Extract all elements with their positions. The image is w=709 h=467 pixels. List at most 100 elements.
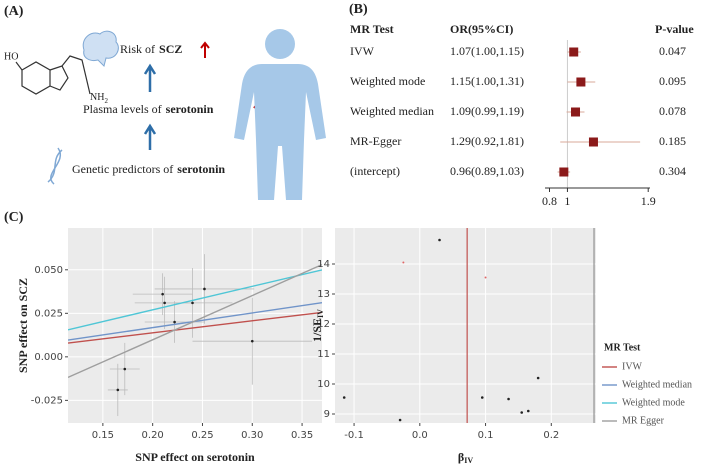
or-label: 1.09(0.99,1.19) [450,104,524,118]
x-axis-title: βIV [458,450,473,465]
row-text: Risk of [120,42,155,56]
legend-title: MR Test [604,342,641,353]
p-value: 0.185 [659,134,686,148]
mr-line [68,263,322,379]
x-tick-label: 1 [564,194,570,208]
y-tick-label: 12 [317,319,330,330]
mr-line [68,269,322,331]
x-tick-label: 0.15 [92,430,114,441]
legend-label: Weighted median [622,379,692,390]
point [203,287,206,291]
plot-background [335,228,596,423]
x-tick-label: 0.35 [291,430,313,441]
molecule-amine: NH2 [90,92,108,104]
row-bold: SCZ [159,42,182,56]
or-label: 1.15(1.00,1.31) [450,74,524,88]
x-axis-title-main: β [458,450,464,464]
p-value: 0.095 [659,74,686,88]
mr-line [68,311,322,344]
up-arrow [200,41,210,58]
x-tick-label: 0.0 [412,430,428,441]
panel-label: (C) [4,210,24,225]
x-tick-label: 0.30 [241,430,263,441]
amine: NH [90,92,104,103]
dna-icon [47,147,63,185]
panel-label: (A) [4,4,24,19]
highlight-point [484,276,487,279]
brain-icon [82,30,119,67]
y-tick-label: 0.050 [34,265,63,276]
point [173,320,176,324]
legend-label: IVW [622,361,643,372]
row-text: Risk of SCZ [120,42,182,56]
amine-sub: 2 [104,97,108,105]
row-label: (intercept) [350,164,400,178]
molecule [15,55,91,95]
x-tick-label: 0.25 [191,430,213,441]
plot-area [68,254,322,417]
row-bold: serotonin [166,102,214,116]
row-label: IVW [350,44,375,58]
x-tick-label: 0.2 [543,430,559,441]
p-value: 0.078 [659,104,686,118]
point [342,396,346,399]
or-marker [588,137,598,147]
p-value: 0.304 [659,164,686,178]
molecule-hydroxyl: HO [4,51,18,62]
row-text: Genetic predictors of [72,162,173,176]
or-marker [571,107,581,117]
point [507,397,510,401]
point [526,409,530,413]
or-marker [576,77,586,87]
point [116,388,120,392]
p-value: 0.047 [659,44,686,58]
y-tick-label: 11 [317,349,330,360]
arrow [143,63,157,92]
y-tick-label: 14 [317,259,330,270]
point [163,301,166,305]
y-tick-label: 10 [317,379,330,390]
plot-background [68,228,322,423]
y-tick-label: 9 [324,409,330,420]
point [480,396,484,399]
or-label: 1.07(1.00,1.15) [450,44,524,58]
point [191,301,194,305]
arrow [143,123,157,150]
panel-label: (B) [349,2,368,17]
row-text: Plasma levels of serotonin [83,102,214,116]
y-axis-title: 1/SEIV [310,309,325,342]
column-header: MR Test [350,22,394,36]
point [438,238,441,242]
y-axis-title-sub: IV [316,309,325,318]
x-tick-label: -0.1 [344,430,364,441]
x-tick-label: 1.9 [641,194,656,208]
human-silhouette [234,29,326,200]
x-tick-label: 0.8 [542,194,557,208]
point [123,367,127,371]
row-label: Weighted median [350,104,434,118]
point [398,418,402,422]
legend-label: Weighted mode [622,397,685,408]
y-tick-label: 0.025 [34,308,63,319]
highlight-point [402,261,405,264]
point [250,339,254,343]
y-tick-label: 0.000 [34,352,63,363]
row-text: Plasma levels of [83,102,162,116]
column-header: P-value [655,22,694,36]
row-label: Weighted mode [350,74,425,88]
x-tick-label: 0.20 [142,430,164,441]
y-tick-label: 13 [317,289,330,300]
row-bold: serotonin [177,162,225,176]
point [536,376,540,380]
column-header: OR(95%CI) [450,22,513,36]
row-text: Genetic predictors of serotonin [72,162,225,176]
y-axis-title-main: 1/SE [310,318,324,342]
or-marker [569,47,579,57]
y-tick-label: -0.025 [31,395,63,406]
or-label: 0.96(0.89,1.03) [450,164,524,178]
point [161,292,164,296]
row-label: MR-Egger [350,134,401,148]
point [520,411,524,414]
x-axis-title-sub: IV [464,456,473,465]
